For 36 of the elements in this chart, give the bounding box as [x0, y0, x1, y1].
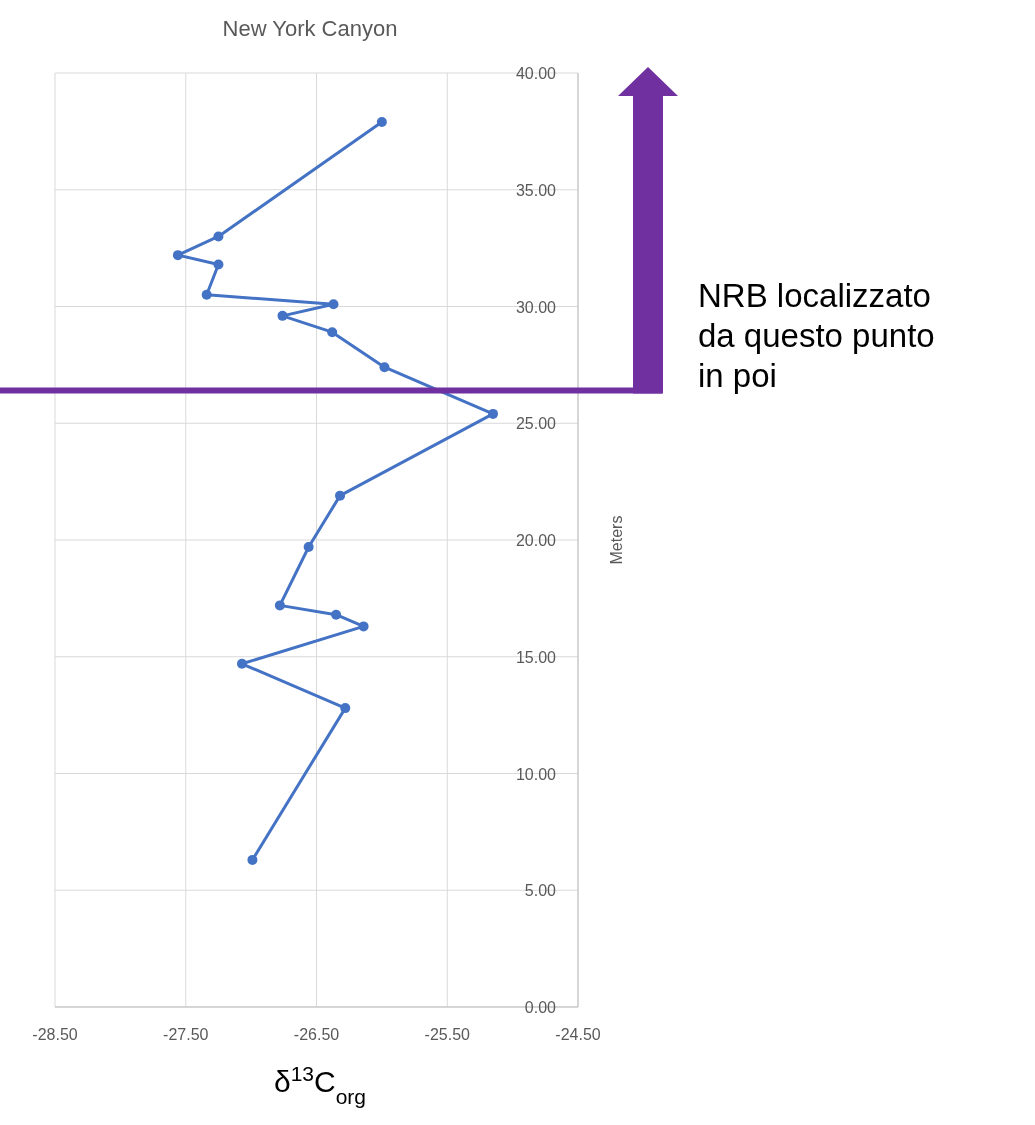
point	[340, 703, 351, 714]
point	[327, 327, 338, 338]
x-tick-label: -28.50	[32, 1026, 78, 1043]
point	[328, 299, 339, 310]
x-axis-title: δ$^{13}$C$_{org}$	[273, 1061, 367, 1108]
point	[213, 259, 224, 270]
point	[213, 231, 224, 242]
y-tick-label: 40.00	[515, 65, 557, 82]
point	[335, 490, 346, 501]
x-tick-label: -26.50	[293, 1026, 340, 1043]
point	[331, 609, 342, 620]
x-tick-label: -24.50	[555, 1026, 601, 1043]
point	[247, 854, 258, 865]
point	[172, 250, 183, 261]
text: NRB localizzato da questo punto in poi	[698, 277, 935, 394]
point	[303, 542, 314, 553]
x-tick-label: -27.50	[163, 1026, 209, 1043]
point	[379, 362, 390, 373]
y-tick-label: 25.00	[515, 415, 557, 433]
y-tick-label: 10.00	[515, 765, 557, 783]
point	[201, 289, 212, 300]
chart-title: New York Canyon	[222, 16, 398, 41]
y-tick-label: 5.00	[524, 882, 557, 900]
point	[488, 408, 499, 419]
point	[274, 600, 285, 611]
point	[277, 310, 288, 321]
y-axis-title: Meters	[608, 515, 625, 565]
y-tick-label: 20.00	[515, 532, 557, 549]
y-tick-label: 0.00	[524, 999, 557, 1016]
x-tick-label: -25.50	[424, 1026, 471, 1043]
point	[358, 621, 369, 632]
y-tick-label: 30.00	[515, 298, 557, 316]
y-tick-label: 35.00	[515, 181, 557, 199]
point	[376, 117, 387, 128]
y-tick-label: 15.00	[515, 648, 557, 666]
point	[236, 658, 247, 669]
